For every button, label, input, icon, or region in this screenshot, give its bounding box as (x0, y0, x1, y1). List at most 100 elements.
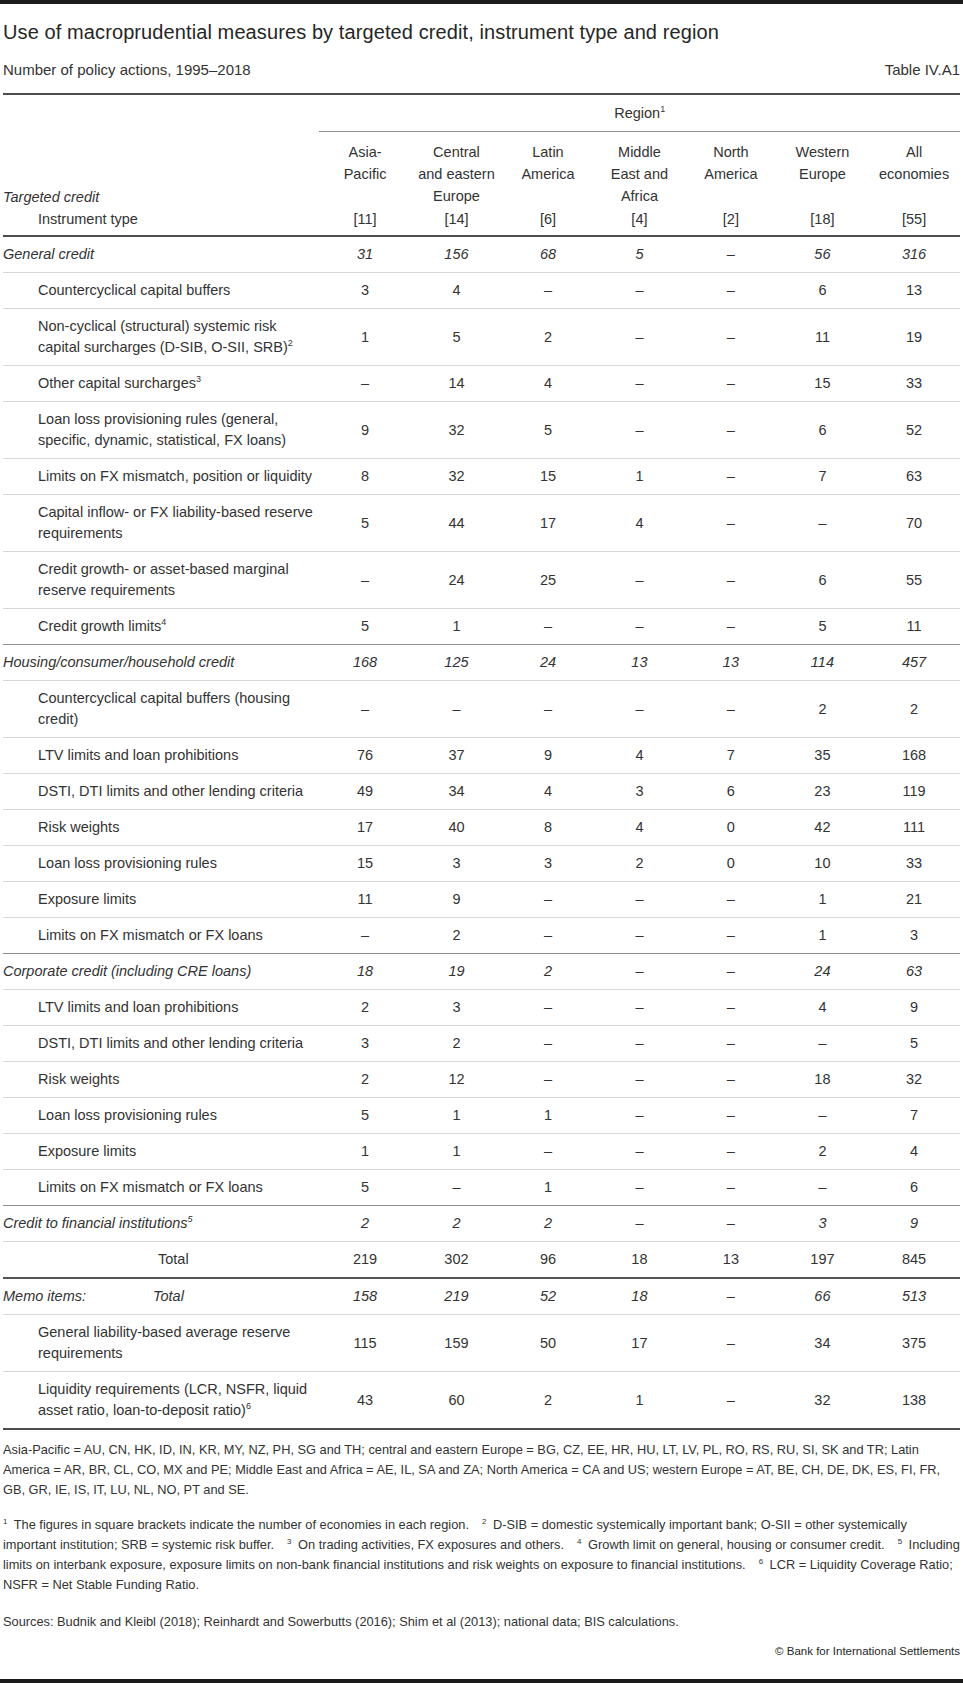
cell-value: 2 (594, 846, 685, 882)
economy-count: [11] (321, 208, 408, 231)
economy-count: [14] (413, 208, 500, 231)
cell-value: 35 (777, 738, 869, 774)
row-label: Credit growth- or asset-based marginal r… (3, 552, 319, 609)
row-label: Exposure limits (3, 882, 319, 918)
column-name: WesternEurope (779, 141, 867, 208)
cell-value: 2 (777, 681, 869, 738)
row-label: Credit to financial institutions5 (3, 1206, 319, 1242)
table-reference-label: Table IV.A1 (885, 61, 960, 78)
cell-value: – (594, 1134, 685, 1170)
cell-value: 15 (502, 459, 594, 495)
cell-value: 17 (594, 1315, 685, 1372)
table-row: Risk weights212–––1832 (3, 1062, 960, 1098)
cell-value: 3 (777, 1206, 869, 1242)
table-row: Limits on FX mismatch or FX loans–2–––13 (3, 918, 960, 954)
cell-value: – (502, 273, 594, 309)
region-header-row: Region1 (3, 94, 960, 132)
cell-value: – (685, 918, 777, 954)
column-header: Alleconomies[55] (868, 132, 960, 237)
cell-value: 68 (502, 236, 594, 273)
cell-value: 42 (777, 810, 869, 846)
cell-value: 11 (777, 309, 869, 366)
table-page: Use of macroprudential measures by targe… (0, 21, 963, 1675)
table-row: LTV limits and loan prohibitions23–––49 (3, 990, 960, 1026)
row-label: DSTI, DTI limits and other lending crite… (3, 1026, 319, 1062)
column-header: NorthAmerica[2] (685, 132, 777, 237)
cell-value: 8 (502, 810, 594, 846)
cell-value: 17 (319, 810, 410, 846)
cell-value: 5 (502, 402, 594, 459)
cell-value: – (685, 1315, 777, 1372)
table-row: Liquidity requirements (LCR, NSFR, liqui… (3, 1372, 960, 1430)
cell-value: – (685, 402, 777, 459)
footnote-marker: 3 (196, 374, 201, 384)
cell-value: 3 (411, 990, 502, 1026)
targeted-credit-label: Targeted credit (3, 187, 99, 208)
row-label: Limits on FX mismatch, position or liqui… (3, 459, 319, 495)
cell-value: 44 (411, 495, 502, 552)
cell-value: 40 (411, 810, 502, 846)
copyright-line: © Bank for International Settlements (3, 1645, 960, 1657)
cell-value: 96 (502, 1242, 594, 1279)
footnote: 3 On trading activities, FX exposures an… (287, 1537, 564, 1552)
column-header: Centraland easternEurope[14] (411, 132, 502, 237)
cell-value: – (594, 954, 685, 990)
cell-value: 457 (868, 645, 960, 681)
region-country-note: Asia-Pacific = AU, CN, HK, ID, IN, KR, M… (3, 1440, 960, 1499)
cell-value: 15 (777, 366, 869, 402)
cell-value: 158 (319, 1278, 410, 1315)
row-label: Countercyclical capital buffers (housing… (3, 681, 319, 738)
table-row: DSTI, DTI limits and other lending crite… (3, 1026, 960, 1062)
cell-value: – (594, 609, 685, 645)
cell-value: 13 (594, 645, 685, 681)
cell-value: – (319, 552, 410, 609)
cell-value: 5 (319, 495, 410, 552)
column-header: WesternEurope[18] (777, 132, 869, 237)
cell-value: 1 (319, 309, 410, 366)
cell-value: – (685, 1134, 777, 1170)
cell-value: – (502, 1134, 594, 1170)
cell-value: 60 (411, 1372, 502, 1430)
row-label: Housing/consumer/household credit (3, 645, 319, 681)
cell-value: 13 (685, 645, 777, 681)
cell-value: – (685, 1170, 777, 1206)
page-subtitle: Number of policy actions, 1995–2018 (3, 61, 251, 78)
table-row: Credit growth- or asset-based marginal r… (3, 552, 960, 609)
cell-value: 302 (411, 1242, 502, 1279)
cell-value: 2 (777, 1134, 869, 1170)
bottom-edge-bar (0, 1679, 963, 1683)
row-label: Other capital surcharges3 (3, 366, 319, 402)
cell-value: 138 (868, 1372, 960, 1430)
table-row: Corporate credit (including CRE loans)18… (3, 954, 960, 990)
cell-value: – (777, 1170, 869, 1206)
table-row: General credit31156685–56316 (3, 236, 960, 273)
cell-value: 0 (685, 810, 777, 846)
cell-value: 34 (777, 1315, 869, 1372)
cell-value: 4 (502, 774, 594, 810)
row-label: Memo items:Total (3, 1278, 319, 1315)
table-row: Loan loss provisioning rules (general, s… (3, 402, 960, 459)
table-row: LTV limits and loan prohibitions76379473… (3, 738, 960, 774)
cell-value: 32 (411, 402, 502, 459)
top-edge-bar (0, 0, 963, 4)
region-footnote-marker: 1 (660, 104, 665, 114)
cell-value: – (685, 495, 777, 552)
cell-value: – (685, 609, 777, 645)
cell-value: 49 (319, 774, 410, 810)
cell-value: 32 (777, 1372, 869, 1430)
cell-value: 11 (868, 609, 960, 645)
cell-value: – (594, 1206, 685, 1242)
cell-value: 10 (777, 846, 869, 882)
row-label: Exposure limits (3, 1134, 319, 1170)
cell-value: 1 (594, 459, 685, 495)
cell-value: 37 (411, 738, 502, 774)
row-label: Limits on FX mismatch or FX loans (3, 918, 319, 954)
cell-value: 12 (411, 1062, 502, 1098)
cell-value: – (685, 1206, 777, 1242)
cell-value: 168 (868, 738, 960, 774)
cell-value: 2 (319, 1206, 410, 1242)
cell-value: 34 (411, 774, 502, 810)
column-header-row: Targeted credit Instrument type Asia-Pac… (3, 132, 960, 237)
cell-value: – (594, 1062, 685, 1098)
economy-count: [18] (779, 208, 867, 231)
